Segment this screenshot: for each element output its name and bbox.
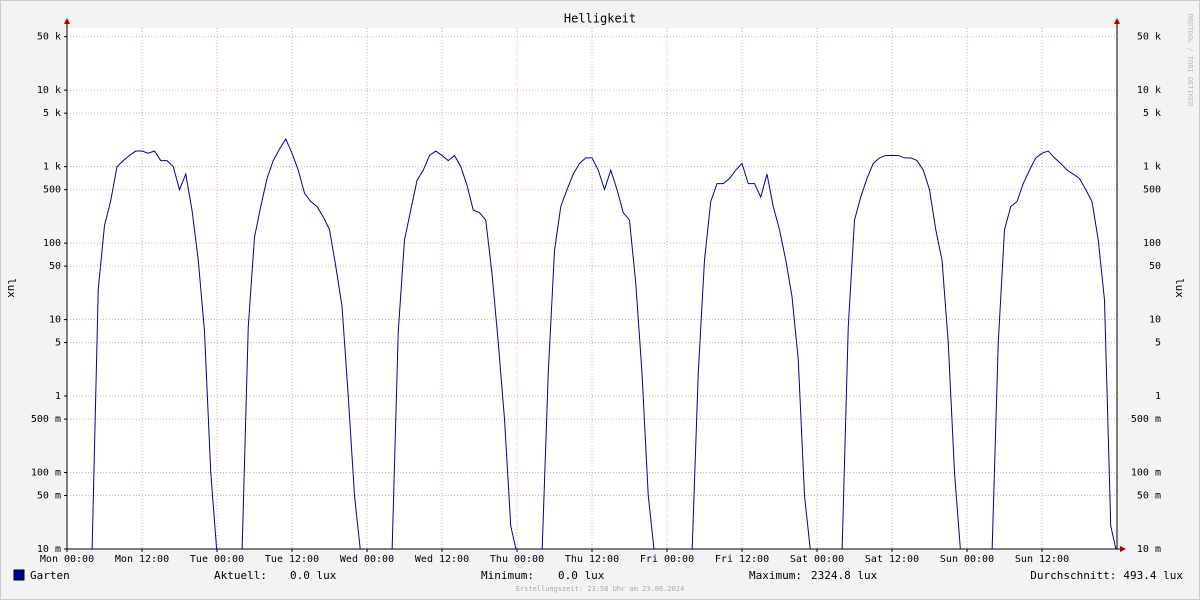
stat-value: 493.4 lux: [1123, 569, 1183, 582]
y-tick-label-right: 50: [1149, 261, 1161, 272]
arrow: [64, 18, 70, 24]
x-tick-label: Thu 00:00: [490, 554, 544, 565]
y-tick-label: 500 m: [31, 414, 61, 425]
y-tick-label-right: 1 k: [1143, 162, 1161, 173]
y-axis-label-right: lux: [1173, 278, 1186, 298]
arrow: [1114, 18, 1120, 24]
x-tick-label: Sat 00:00: [790, 554, 844, 565]
stat-label: Durchschnitt:: [1030, 569, 1116, 582]
y-tick-label-right: 5 k: [1143, 108, 1161, 119]
y-tick-label: 10 k: [37, 85, 61, 96]
legend-label: Garten: [30, 569, 70, 582]
x-tick-label: Sun 12:00: [1015, 554, 1069, 565]
y-tick-label: 10: [49, 315, 61, 326]
arrow: [1120, 546, 1126, 552]
y-tick-label: 5 k: [43, 108, 61, 119]
stat-value: 2324.8 lux: [811, 569, 878, 582]
x-tick-label: Mon 00:00: [40, 554, 94, 565]
x-tick-label: Mon 12:00: [115, 554, 169, 565]
y-tick-label-right: 5: [1155, 338, 1161, 349]
y-tick-label-right: 100 m: [1131, 468, 1161, 479]
y-tick-label-right: 10 m: [1137, 544, 1161, 555]
x-tick-label: Tue 00:00: [190, 554, 244, 565]
stat-label: Aktuell:: [214, 569, 267, 582]
legend-swatch: [13, 569, 25, 581]
y-tick-label-right: 50 k: [1137, 32, 1161, 43]
y-tick-label: 500: [43, 185, 61, 196]
y-tick-label-right: 50 m: [1137, 491, 1161, 502]
x-tick-label: Sun 00:00: [940, 554, 994, 565]
x-tick-label: Fri 00:00: [640, 554, 694, 565]
x-tick-label: Tue 12:00: [265, 554, 319, 565]
series-group: [91, 137, 1117, 549]
stat-label: Minimum:: [481, 569, 534, 582]
grid: [66, 28, 1117, 550]
x-tick-label: Wed 00:00: [340, 554, 394, 565]
chart-title: Helligkeit: [564, 12, 636, 26]
plot-area: [67, 28, 1117, 549]
stat-value: 0.0 lux: [558, 569, 605, 582]
y-axis-label: lux: [5, 278, 18, 298]
y-tick-label: 100 m: [31, 468, 61, 479]
stat-value: 0.0 lux: [290, 569, 337, 582]
y-tick-label-right: 10: [1149, 315, 1161, 326]
data-line: [91, 137, 1117, 549]
y-tick-label: 100: [43, 238, 61, 249]
y-tick-label: 50 m: [37, 491, 61, 502]
y-tick-label: 5: [55, 338, 61, 349]
x-tick-label: Sat 12:00: [865, 554, 919, 565]
y-tick-label: 10 m: [37, 544, 61, 555]
x-tick-label: Thu 12:00: [565, 554, 619, 565]
y-tick-label-right: 1: [1155, 391, 1161, 402]
y-tick-label: 1: [55, 391, 61, 402]
x-tick-label: Wed 12:00: [415, 554, 469, 565]
y-tick-label-right: 100: [1143, 238, 1161, 249]
y-tick-label-right: 500: [1143, 185, 1161, 196]
side-label: RRDTOOL / TOBI OETIKER: [1186, 14, 1194, 108]
stat-label: Maximum:: [749, 569, 802, 582]
footer: Erstellungszeit: 23:58 Uhr am 23.06.2024: [516, 585, 685, 593]
y-tick-label-right: 500 m: [1131, 414, 1161, 425]
y-tick-label: 50: [49, 261, 61, 272]
x-tick-label: Fri 12:00: [715, 554, 769, 565]
y-tick-label: 50 k: [37, 32, 61, 43]
y-tick-label: 1 k: [43, 162, 61, 173]
y-tick-label-right: 10 k: [1137, 85, 1161, 96]
